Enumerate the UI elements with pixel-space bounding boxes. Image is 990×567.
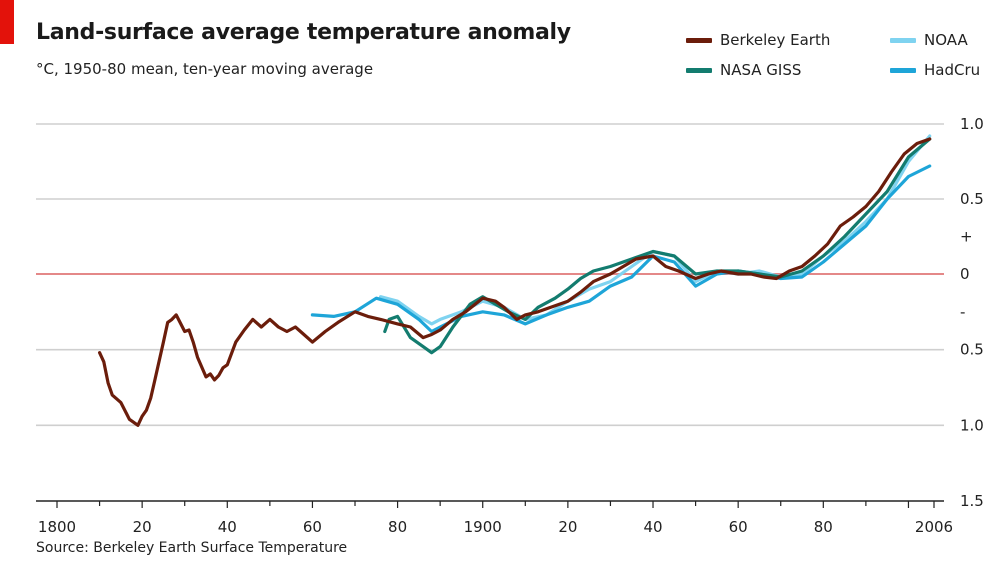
source-note: Source: Berkeley Earth Surface Temperatu… [36,540,348,556]
legend-swatch-nasa [686,67,712,73]
x-tick-label: 60 [729,518,748,536]
x-tick-label: 2006 [915,518,953,536]
y-tick-label: + [960,228,973,246]
x-tick-label: 80 [814,518,833,536]
series-lines [97,134,932,427]
legend-item-berkeley: Berkeley Earth [686,31,830,49]
legend-item-hadcru: HadCru [890,61,980,79]
series-line-berkeley [97,137,932,427]
series-line-hadcru [310,164,932,334]
y-tick-label: 0.5 [960,341,984,359]
legend-item-noaa: NOAA [890,31,968,49]
x-tick-label: 80 [388,518,407,536]
y-tick-label: 1.5 [960,492,984,510]
y-axis: 1.0 0.5 +0 - 0.5 1.0 1.5 [960,115,984,510]
y-tick-label: 1.0 [960,115,984,133]
series-line-noaa [379,134,932,326]
chart-title: Land-surface average temperature anomaly [36,20,571,45]
series-line-nasa [383,137,932,355]
legend-swatch-berkeley [686,37,712,43]
y-tick-label: 1.0 [960,416,984,434]
legend-label-nasa: NASA GISS [720,61,802,79]
x-tick-label: 40 [643,518,662,536]
legend-swatch-noaa [890,37,916,43]
y-tick-label: - [960,303,965,321]
x-axis: 1800 20 40 60 80 1900 20 40 60 80 2006 [36,500,953,536]
x-tick-label: 60 [303,518,322,536]
chart-subtitle: °C, 1950-80 mean, ten-year moving averag… [36,60,374,78]
x-tick-label: 40 [218,518,237,536]
x-tick-label: 20 [133,518,152,536]
x-tick-label: 1800 [38,518,76,536]
x-tick-label: 20 [558,518,577,536]
x-tick-label: 1900 [464,518,502,536]
y-tick-label: 0 [960,265,970,283]
gridlines [36,123,944,427]
legend-swatch-hadcru [890,67,916,73]
legend-label-noaa: NOAA [924,31,968,49]
legend-item-nasa: NASA GISS [686,61,801,79]
y-tick-label: 0.5 [960,190,984,208]
legend-label-hadcru: HadCru [924,61,981,79]
brand-tag [0,0,14,44]
legend-label-berkeley: Berkeley Earth [720,31,831,49]
